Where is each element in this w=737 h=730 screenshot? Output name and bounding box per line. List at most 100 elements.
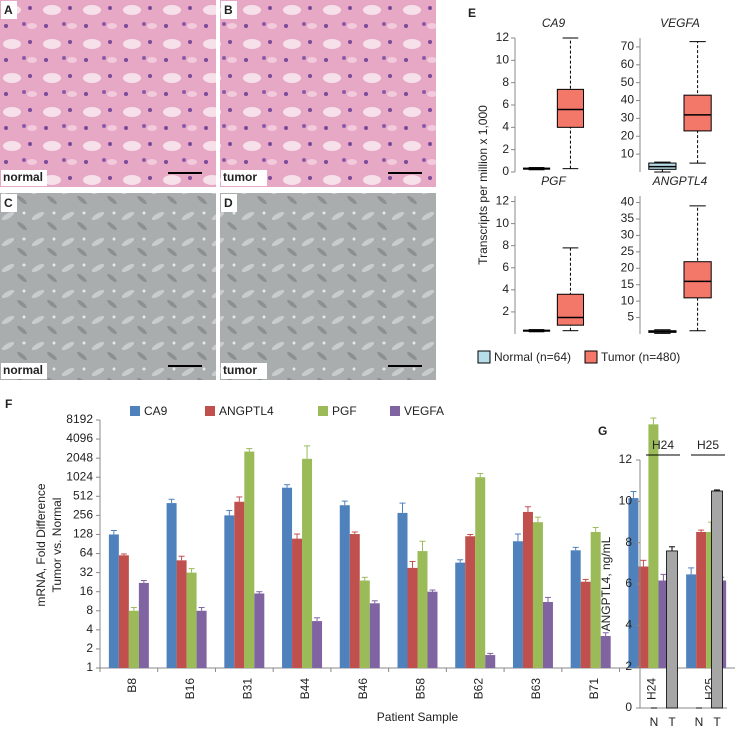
bar (128, 610, 139, 668)
bar (282, 487, 293, 668)
panel-letter: F (5, 397, 12, 411)
bar (648, 424, 659, 668)
y-tick-label: 8 (502, 75, 509, 89)
image-caption: tumor (223, 363, 257, 377)
y-tick-label: 12 (496, 30, 510, 44)
y-axis-label: Transcripts per million x 1,000 (476, 105, 490, 265)
label-bg (221, 363, 267, 379)
bar (254, 593, 265, 668)
bar (696, 531, 707, 668)
x-tick-label: N (695, 715, 704, 729)
y-tick-label: 1024 (66, 469, 93, 483)
legend-label: VEGFA (404, 404, 444, 418)
y-tick-label: 0 (625, 700, 632, 714)
legend-swatch (205, 406, 215, 416)
y-axis-label: mRNA, Fold Difference (34, 483, 48, 606)
y-tick-label: 8 (625, 535, 632, 549)
y-tick-label: 1 (86, 660, 93, 674)
legend-label: ANGPTL4 (219, 404, 274, 418)
x-tick-label: T (668, 715, 676, 729)
y-tick-label: 4 (502, 282, 509, 296)
label-bg (1, 194, 17, 212)
y-tick-label: 30 (621, 228, 635, 242)
bar (686, 574, 697, 668)
bar (570, 550, 581, 668)
legend-swatch (318, 406, 328, 416)
bar (234, 501, 245, 668)
bar (369, 603, 380, 668)
group-label: H25 (697, 438, 719, 452)
bar (638, 566, 649, 668)
bar (590, 531, 601, 668)
x-tick-label: B44 (298, 678, 312, 700)
y-tick-label: 10 (621, 146, 635, 160)
y-tick-label: 6 (625, 576, 632, 590)
panel-title: CA9 (542, 16, 566, 30)
y-tick-label: 40 (621, 93, 635, 107)
y-tick-label: 0 (502, 164, 509, 178)
bar (176, 560, 187, 668)
legend-label: Normal (n=64) (494, 350, 571, 364)
label-bg (221, 194, 237, 212)
bar (339, 505, 350, 668)
legend-label: CA9 (144, 404, 168, 418)
bar (427, 591, 438, 668)
x-tick-label: B62 (471, 678, 485, 700)
bar (349, 534, 360, 668)
legend-swatch (130, 406, 140, 416)
label-bg (1, 363, 47, 379)
bar (600, 635, 611, 668)
bar (417, 551, 428, 668)
y-tick-label: 35 (621, 211, 635, 225)
label-bg (221, 1, 237, 19)
x-axis-label: Patient Sample (377, 710, 459, 724)
bar (302, 458, 313, 668)
image-caption: tumor (223, 170, 257, 184)
box (556, 293, 585, 326)
y-tick-label: 2 (625, 659, 632, 673)
x-tick-label: B31 (240, 678, 254, 700)
panel-title: VEGFA (660, 16, 700, 30)
y-tick-label: 10 (496, 216, 510, 230)
x-tick-label: B58 (414, 678, 428, 700)
x-tick-label: B63 (529, 678, 543, 700)
bar (292, 538, 303, 668)
y-tick-label: 10 (621, 293, 635, 307)
y-tick-label: 8192 (66, 412, 93, 426)
y-tick-label: 2 (86, 641, 93, 655)
bar (666, 550, 678, 709)
y-tick-label: 15 (621, 277, 635, 291)
legend-swatch (584, 350, 598, 364)
bar (312, 621, 323, 668)
panel-letter: D (224, 196, 233, 210)
y-tick-label: 2048 (66, 450, 93, 464)
y-tick-label: 4 (502, 120, 509, 134)
y-tick-label: 16 (80, 584, 94, 598)
y-tick-label: 60 (621, 57, 635, 71)
bar (580, 581, 591, 668)
legend-label: PGF (332, 404, 357, 418)
label-bg (1, 170, 47, 186)
bar (542, 602, 553, 668)
label-bg (221, 170, 267, 186)
y-tick-label: 50 (621, 75, 635, 89)
y-tick-label: 8 (502, 238, 509, 252)
bar (475, 477, 486, 668)
image-caption: normal (3, 170, 43, 184)
y-tick-label: 64 (80, 546, 94, 560)
y-tick-label: 4 (86, 622, 93, 636)
y-tick-label: 4 (625, 618, 632, 632)
image-caption: normal (3, 363, 43, 377)
x-tick-label: B16 (183, 678, 197, 700)
bar (512, 541, 523, 668)
bar (455, 562, 466, 668)
bar (407, 567, 418, 668)
bar (711, 490, 723, 709)
y-tick-label: 256 (73, 508, 93, 522)
y-tick-label: 25 (621, 244, 635, 258)
y-tick-label: 10 (496, 53, 510, 67)
y-tick-label: 2 (502, 304, 509, 318)
y-tick-label: 128 (73, 527, 93, 541)
x-tick-label: T (713, 715, 721, 729)
